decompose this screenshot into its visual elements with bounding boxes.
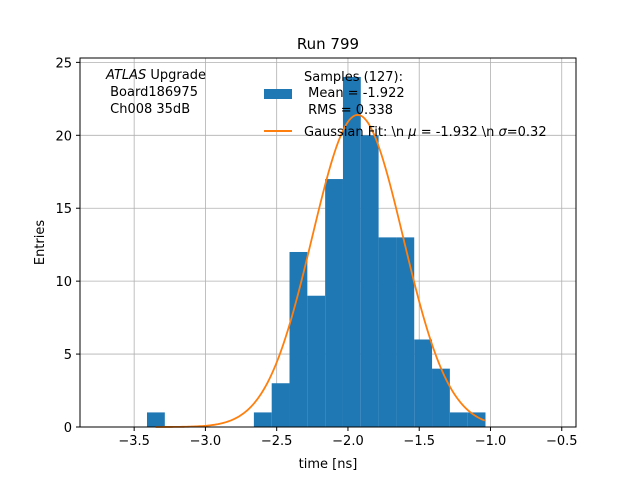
grid bbox=[80, 58, 576, 428]
legend-histogram-swatch bbox=[264, 89, 292, 99]
annotation-line-2: Board186975 bbox=[106, 85, 198, 100]
chart-title: Run 799 bbox=[297, 35, 359, 53]
x-tick-label-6: −0.5 bbox=[546, 434, 578, 449]
annotation-italic-word: ATLAS bbox=[105, 68, 146, 83]
y-tick-label-1: 5 bbox=[64, 348, 72, 363]
x-tick-label-1: −3.0 bbox=[190, 434, 222, 449]
legend-fit-part-1: Gaussian Fit: \n bbox=[304, 125, 408, 140]
histogram-bar-13 bbox=[378, 237, 397, 427]
x-tick-label-3: −2.0 bbox=[332, 434, 364, 449]
axes-frame bbox=[79, 57, 577, 428]
y-axis-label: Entries bbox=[33, 220, 48, 266]
legend-histogram-line-2: Mean = -1.922 bbox=[304, 86, 405, 101]
histogram-bar-12 bbox=[360, 135, 379, 427]
histogram-bar-16 bbox=[432, 368, 450, 427]
histogram-bar-14 bbox=[396, 237, 415, 427]
histogram-bar-0 bbox=[146, 412, 165, 427]
legend-fit-part-3: =0.32 bbox=[507, 125, 547, 140]
y-tick-label-3: 15 bbox=[55, 202, 72, 217]
y-tick-label-5: 25 bbox=[55, 56, 72, 71]
y-axis-ticks: 0 5 10 15 20 25 bbox=[55, 56, 80, 436]
legend-fit-part-2: = -1.932 \n bbox=[417, 125, 499, 140]
x-tick-label-5: −1.0 bbox=[475, 434, 507, 449]
histogram-bar-10 bbox=[325, 179, 343, 427]
x-tick-label-2: −2.5 bbox=[261, 434, 293, 449]
annotation-line-1: ATLAS Upgrade bbox=[105, 68, 206, 83]
histogram-bar-7 bbox=[271, 383, 290, 427]
legend-histogram-line-3: RMS = 0.338 bbox=[304, 103, 393, 118]
atlas-annotation: ATLAS Upgrade Board186975 Ch008 35dB bbox=[105, 68, 206, 117]
x-tick-label-0: −3.5 bbox=[118, 434, 150, 449]
histogram-bar-18 bbox=[467, 412, 486, 427]
x-tick-label-4: −1.5 bbox=[403, 434, 435, 449]
annotation-line-3: Ch008 35dB bbox=[106, 102, 190, 117]
histogram-bar-15 bbox=[414, 339, 433, 427]
histogram-bar-6 bbox=[253, 412, 272, 427]
y-tick-label-4: 20 bbox=[55, 129, 72, 144]
histogram-bar-11 bbox=[342, 76, 361, 427]
legend: Samples (127): Mean = -1.922 RMS = 0.338… bbox=[264, 70, 547, 140]
gaussian-fit-curve bbox=[155, 113, 486, 428]
histogram-bar-17 bbox=[449, 412, 468, 427]
legend-histogram-line-1: Samples (127): bbox=[304, 70, 403, 85]
legend-fit-mu: μ bbox=[407, 125, 416, 140]
histogram-bar-9 bbox=[307, 295, 326, 427]
x-axis-ticks: −3.5 −3.0 −2.5 −2.0 −1.5 −1.0 −0.5 bbox=[118, 427, 578, 449]
fit-curve-line bbox=[155, 113, 486, 428]
y-tick-label-2: 10 bbox=[55, 275, 72, 290]
legend-fit-sigma: σ bbox=[499, 125, 508, 140]
y-tick-label-0: 0 bbox=[64, 421, 72, 436]
annotation-line-1-rest: Upgrade bbox=[146, 68, 206, 83]
histogram-bars bbox=[146, 76, 486, 427]
histogram-bar-8 bbox=[289, 251, 308, 427]
legend-fit-label: Gaussian Fit: \n μ = -1.932 \n σ=0.32 bbox=[304, 125, 547, 140]
x-axis-label: time [ns] bbox=[299, 457, 358, 472]
